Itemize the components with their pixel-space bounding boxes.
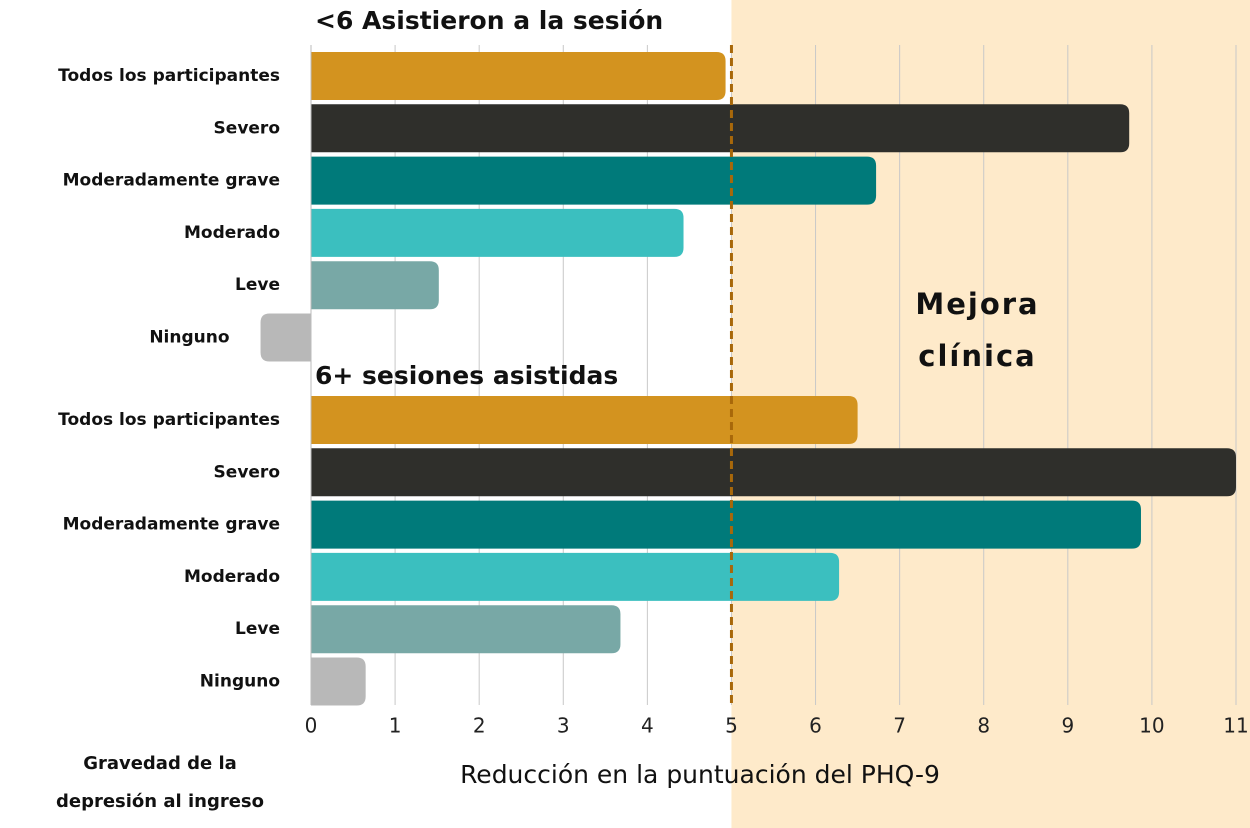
- bar: [260, 313, 311, 362]
- category-label: Moderado: [184, 567, 280, 587]
- annotation: Mejora clínica: [915, 287, 1040, 373]
- x-tick-label: 10: [1139, 714, 1164, 738]
- x-tick-label: 4: [641, 714, 654, 738]
- bar: [311, 104, 1130, 153]
- category-label: Todos los participantes: [58, 66, 280, 86]
- bar: [311, 52, 726, 100]
- category-label: Moderado: [184, 223, 280, 243]
- x-tick-label: 5: [725, 714, 738, 738]
- category-label: Leve: [235, 619, 280, 639]
- bar: [311, 448, 1236, 497]
- y-axis-label: Gravedad de la depresión al ingreso: [55, 753, 264, 812]
- x-tick-label: 9: [1061, 714, 1074, 738]
- x-tick-label: 2: [473, 714, 486, 738]
- category-label: Ninguno: [200, 672, 280, 692]
- x-tick-label: 1: [389, 714, 402, 738]
- x-tick-label: 6: [809, 714, 822, 738]
- category-label: Moderadamente grave: [63, 171, 280, 191]
- bar: [311, 208, 684, 257]
- category-label: Leve: [235, 275, 280, 295]
- bar: [311, 500, 1141, 549]
- bar: [311, 552, 840, 601]
- group-title: 6+ sesiones asistidas: [315, 361, 618, 390]
- bar: [311, 605, 621, 654]
- category-label: Severo: [214, 118, 280, 138]
- bar: [311, 156, 877, 205]
- category-label: Severo: [214, 462, 280, 482]
- category-label: Moderadamente grave: [63, 515, 280, 535]
- category-label: Todos los participantes: [58, 410, 280, 430]
- bar: [311, 261, 439, 310]
- bar: [311, 396, 858, 444]
- bar: [311, 657, 366, 706]
- category-label: Ninguno: [149, 328, 229, 348]
- x-tick-label: 0: [305, 714, 318, 738]
- x-tick-label: 3: [557, 714, 570, 738]
- x-axis-label: Reducción en la puntuación del PHQ-9: [460, 760, 940, 789]
- group-title: <6 Asistieron a la sesión: [315, 6, 663, 35]
- x-tick-label: 11: [1223, 714, 1248, 738]
- x-tick-label: 7: [893, 714, 906, 738]
- x-tick-label: 8: [977, 714, 990, 738]
